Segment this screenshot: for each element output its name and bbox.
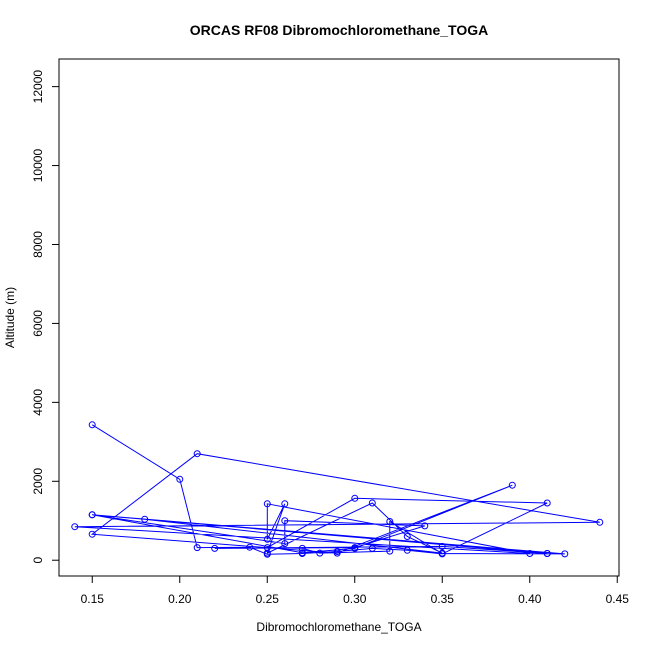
x-tick-label: 0.15: [81, 592, 105, 606]
x-tick-label: 0.40: [518, 592, 542, 606]
x-tick-label: 0.20: [168, 592, 192, 606]
chart-title: ORCAS RF08 Dibromochloromethane_TOGA: [190, 22, 488, 38]
data-point: [316, 549, 324, 557]
data-point: [298, 549, 306, 557]
x-tick-label: 0.45: [606, 592, 630, 606]
data-point: [403, 533, 411, 540]
data-point: [211, 544, 219, 552]
data-point: [368, 499, 376, 507]
x-tick-label: 0.25: [256, 592, 280, 606]
y-tick-label: 6000: [31, 310, 45, 337]
data-point: [193, 450, 201, 458]
y-tick-label: 2000: [31, 468, 45, 495]
series-points: [71, 421, 604, 558]
data-point: [281, 540, 289, 548]
data-point: [386, 518, 394, 525]
y-tick-label: 4000: [31, 389, 45, 416]
data-point: [176, 475, 184, 483]
data-point: [141, 515, 149, 523]
data-point: [88, 530, 96, 538]
data-point: [403, 546, 411, 554]
data-point: [71, 523, 79, 531]
data-point: [526, 550, 534, 557]
y-tick-label: 10000: [31, 149, 45, 183]
y-axis: 0 2000 4000 6000 8000 10000 12000: [31, 70, 60, 564]
data-point: [561, 550, 569, 558]
data-point: [88, 511, 96, 519]
data-point: [281, 517, 289, 525]
data-point: [596, 518, 604, 526]
data-point: [438, 549, 446, 557]
data-point: [543, 499, 551, 507]
data-point: [368, 544, 376, 552]
y-axis-label: Altitude (m): [3, 287, 17, 348]
data-point: [246, 543, 254, 551]
y-tick-label: 8000: [31, 231, 45, 258]
data-point: [298, 544, 306, 552]
x-axis: 0.15 0.20 0.25 0.30 0.35 0.40 0.45: [81, 575, 630, 606]
data-point: [438, 542, 446, 550]
series-line: [74, 424, 600, 555]
data-point: [508, 481, 516, 489]
x-tick-label: 0.35: [431, 592, 455, 606]
data-point: [351, 544, 359, 552]
data-point: [386, 547, 394, 555]
data-point: [88, 421, 96, 429]
data-point: [333, 549, 341, 557]
data-point: [263, 500, 271, 508]
data-point: [193, 544, 201, 552]
data-point: [281, 500, 289, 508]
y-tick-label: 12000: [31, 70, 45, 104]
x-tick-label: 0.30: [343, 592, 367, 606]
data-point: [263, 535, 271, 543]
data-point: [263, 549, 271, 557]
data-point: [543, 550, 551, 557]
x-axis-label: Dibromochloromethane_TOGA: [256, 620, 421, 634]
y-tick-label: 0: [31, 557, 45, 564]
data-point: [351, 494, 359, 502]
data-point: [421, 522, 429, 530]
